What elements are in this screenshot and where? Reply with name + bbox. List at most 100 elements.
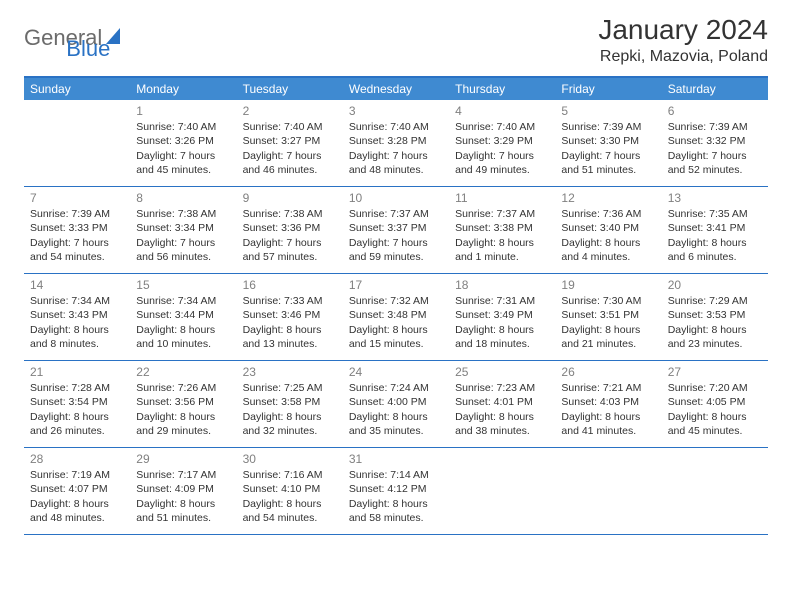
dow-friday: Friday bbox=[555, 78, 661, 100]
daylight-text: Daylight: 8 hours and 32 minutes. bbox=[243, 410, 337, 438]
day-number: 5 bbox=[561, 103, 655, 119]
dow-monday: Monday bbox=[130, 78, 236, 100]
day-cell bbox=[662, 448, 768, 534]
day-cell bbox=[449, 448, 555, 534]
sunset-text: Sunset: 3:32 PM bbox=[668, 134, 762, 148]
sunrise-text: Sunrise: 7:36 AM bbox=[561, 207, 655, 221]
title-block: January 2024 Repki, Mazovia, Poland bbox=[598, 14, 768, 66]
sunset-text: Sunset: 3:53 PM bbox=[668, 308, 762, 322]
week-row: 28Sunrise: 7:19 AMSunset: 4:07 PMDayligh… bbox=[24, 448, 768, 535]
sunset-text: Sunset: 4:03 PM bbox=[561, 395, 655, 409]
day-cell: 2Sunrise: 7:40 AMSunset: 3:27 PMDaylight… bbox=[237, 100, 343, 186]
day-number: 2 bbox=[243, 103, 337, 119]
sunrise-text: Sunrise: 7:38 AM bbox=[136, 207, 230, 221]
day-cell: 30Sunrise: 7:16 AMSunset: 4:10 PMDayligh… bbox=[237, 448, 343, 534]
daylight-text: Daylight: 8 hours and 54 minutes. bbox=[243, 497, 337, 525]
sunset-text: Sunset: 3:36 PM bbox=[243, 221, 337, 235]
sunset-text: Sunset: 3:33 PM bbox=[30, 221, 124, 235]
day-cell: 19Sunrise: 7:30 AMSunset: 3:51 PMDayligh… bbox=[555, 274, 661, 360]
sunset-text: Sunset: 4:00 PM bbox=[349, 395, 443, 409]
day-cell: 7Sunrise: 7:39 AMSunset: 3:33 PMDaylight… bbox=[24, 187, 130, 273]
week-row: 1Sunrise: 7:40 AMSunset: 3:26 PMDaylight… bbox=[24, 100, 768, 187]
sunrise-text: Sunrise: 7:40 AM bbox=[243, 120, 337, 134]
sunset-text: Sunset: 3:44 PM bbox=[136, 308, 230, 322]
sunset-text: Sunset: 3:27 PM bbox=[243, 134, 337, 148]
sunset-text: Sunset: 3:41 PM bbox=[668, 221, 762, 235]
day-cell: 25Sunrise: 7:23 AMSunset: 4:01 PMDayligh… bbox=[449, 361, 555, 447]
day-number: 16 bbox=[243, 277, 337, 293]
sunrise-text: Sunrise: 7:38 AM bbox=[243, 207, 337, 221]
day-cell: 18Sunrise: 7:31 AMSunset: 3:49 PMDayligh… bbox=[449, 274, 555, 360]
daylight-text: Daylight: 8 hours and 15 minutes. bbox=[349, 323, 443, 351]
daylight-text: Daylight: 7 hours and 54 minutes. bbox=[30, 236, 124, 264]
sunset-text: Sunset: 4:05 PM bbox=[668, 395, 762, 409]
day-number: 1 bbox=[136, 103, 230, 119]
sunrise-text: Sunrise: 7:17 AM bbox=[136, 468, 230, 482]
daylight-text: Daylight: 7 hours and 46 minutes. bbox=[243, 149, 337, 177]
day-cell: 13Sunrise: 7:35 AMSunset: 3:41 PMDayligh… bbox=[662, 187, 768, 273]
day-cell: 26Sunrise: 7:21 AMSunset: 4:03 PMDayligh… bbox=[555, 361, 661, 447]
sunset-text: Sunset: 3:58 PM bbox=[243, 395, 337, 409]
day-number: 6 bbox=[668, 103, 762, 119]
sunrise-text: Sunrise: 7:32 AM bbox=[349, 294, 443, 308]
day-number: 27 bbox=[668, 364, 762, 380]
day-number: 25 bbox=[455, 364, 549, 380]
sunrise-text: Sunrise: 7:40 AM bbox=[136, 120, 230, 134]
daylight-text: Daylight: 8 hours and 8 minutes. bbox=[30, 323, 124, 351]
day-number: 13 bbox=[668, 190, 762, 206]
sunrise-text: Sunrise: 7:40 AM bbox=[349, 120, 443, 134]
day-cell: 27Sunrise: 7:20 AMSunset: 4:05 PMDayligh… bbox=[662, 361, 768, 447]
daylight-text: Daylight: 8 hours and 10 minutes. bbox=[136, 323, 230, 351]
sunset-text: Sunset: 3:54 PM bbox=[30, 395, 124, 409]
sunset-text: Sunset: 3:49 PM bbox=[455, 308, 549, 322]
sunrise-text: Sunrise: 7:30 AM bbox=[561, 294, 655, 308]
sunrise-text: Sunrise: 7:26 AM bbox=[136, 381, 230, 395]
daylight-text: Daylight: 8 hours and 41 minutes. bbox=[561, 410, 655, 438]
day-number: 20 bbox=[668, 277, 762, 293]
daylight-text: Daylight: 8 hours and 13 minutes. bbox=[243, 323, 337, 351]
sunset-text: Sunset: 4:12 PM bbox=[349, 482, 443, 496]
day-number: 10 bbox=[349, 190, 443, 206]
daylight-text: Daylight: 7 hours and 52 minutes. bbox=[668, 149, 762, 177]
sunset-text: Sunset: 3:56 PM bbox=[136, 395, 230, 409]
daylight-text: Daylight: 7 hours and 48 minutes. bbox=[349, 149, 443, 177]
logo: General Blue bbox=[24, 14, 110, 62]
day-cell: 17Sunrise: 7:32 AMSunset: 3:48 PMDayligh… bbox=[343, 274, 449, 360]
sunrise-text: Sunrise: 7:39 AM bbox=[30, 207, 124, 221]
weeks-container: 1Sunrise: 7:40 AMSunset: 3:26 PMDaylight… bbox=[24, 100, 768, 535]
sunset-text: Sunset: 4:01 PM bbox=[455, 395, 549, 409]
header: General Blue January 2024 Repki, Mazovia… bbox=[24, 14, 768, 66]
day-cell: 16Sunrise: 7:33 AMSunset: 3:46 PMDayligh… bbox=[237, 274, 343, 360]
day-number: 19 bbox=[561, 277, 655, 293]
day-number: 29 bbox=[136, 451, 230, 467]
daylight-text: Daylight: 7 hours and 49 minutes. bbox=[455, 149, 549, 177]
day-cell: 12Sunrise: 7:36 AMSunset: 3:40 PMDayligh… bbox=[555, 187, 661, 273]
sunrise-text: Sunrise: 7:39 AM bbox=[561, 120, 655, 134]
day-number: 21 bbox=[30, 364, 124, 380]
day-cell: 21Sunrise: 7:28 AMSunset: 3:54 PMDayligh… bbox=[24, 361, 130, 447]
day-number: 12 bbox=[561, 190, 655, 206]
sunrise-text: Sunrise: 7:34 AM bbox=[136, 294, 230, 308]
day-cell: 28Sunrise: 7:19 AMSunset: 4:07 PMDayligh… bbox=[24, 448, 130, 534]
day-cell bbox=[555, 448, 661, 534]
day-cell: 1Sunrise: 7:40 AMSunset: 3:26 PMDaylight… bbox=[130, 100, 236, 186]
day-number: 14 bbox=[30, 277, 124, 293]
dow-saturday: Saturday bbox=[662, 78, 768, 100]
day-number: 7 bbox=[30, 190, 124, 206]
sunset-text: Sunset: 3:37 PM bbox=[349, 221, 443, 235]
day-number: 9 bbox=[243, 190, 337, 206]
dow-header-row: Sunday Monday Tuesday Wednesday Thursday… bbox=[24, 78, 768, 100]
daylight-text: Daylight: 7 hours and 56 minutes. bbox=[136, 236, 230, 264]
sunrise-text: Sunrise: 7:34 AM bbox=[30, 294, 124, 308]
sunrise-text: Sunrise: 7:35 AM bbox=[668, 207, 762, 221]
daylight-text: Daylight: 8 hours and 26 minutes. bbox=[30, 410, 124, 438]
sunrise-text: Sunrise: 7:29 AM bbox=[668, 294, 762, 308]
sunset-text: Sunset: 3:48 PM bbox=[349, 308, 443, 322]
sunrise-text: Sunrise: 7:23 AM bbox=[455, 381, 549, 395]
dow-thursday: Thursday bbox=[449, 78, 555, 100]
sunrise-text: Sunrise: 7:33 AM bbox=[243, 294, 337, 308]
sunrise-text: Sunrise: 7:14 AM bbox=[349, 468, 443, 482]
day-number: 24 bbox=[349, 364, 443, 380]
daylight-text: Daylight: 8 hours and 45 minutes. bbox=[668, 410, 762, 438]
location-label: Repki, Mazovia, Poland bbox=[598, 48, 768, 66]
